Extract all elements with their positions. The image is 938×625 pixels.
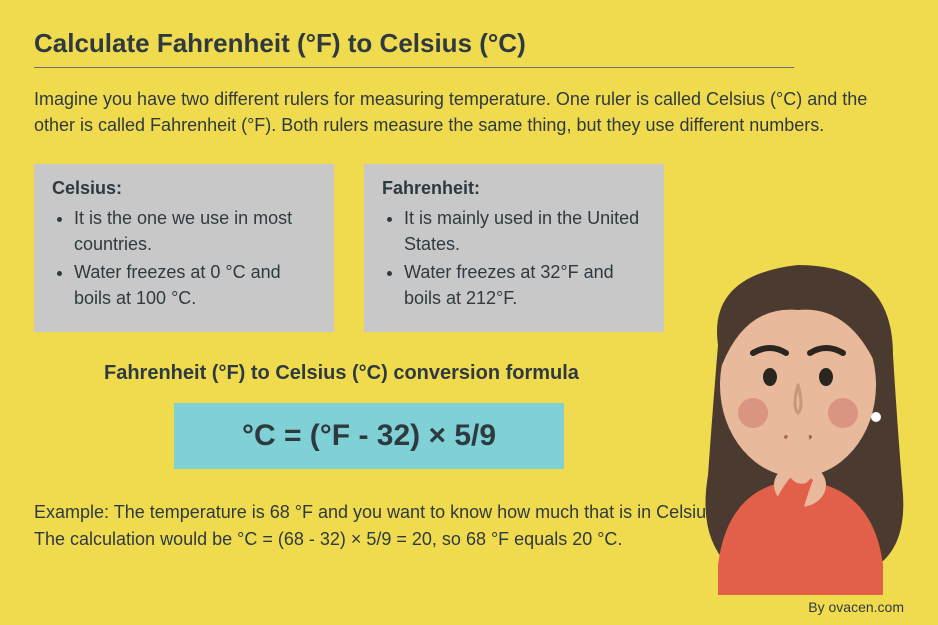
page: Calculate Fahrenheit (°F) to Celsius (°C… [0,0,938,625]
fahrenheit-box: Fahrenheit: It is mainly used in the Uni… [364,164,664,331]
cheek-left [738,398,768,428]
page-title: Calculate Fahrenheit (°F) to Celsius (°C… [34,28,794,68]
intro-text: Imagine you have two different rulers fo… [34,86,904,138]
cheek-right [828,398,858,428]
celsius-box: Celsius: It is the one we use in most co… [34,164,334,331]
fahrenheit-point: It is mainly used in the United States. [404,205,646,257]
eye-right [819,368,833,386]
thinking-woman-illustration [658,235,938,595]
celsius-heading: Celsius: [52,178,316,199]
earring-icon [871,412,881,422]
formula-box: °C = (°F - 32) × 5/9 [174,403,564,469]
eye-left [763,368,777,386]
example-text: Example: The temperature is 68 °F and yo… [34,499,734,553]
fahrenheit-point: Water freezes at 32°F and boils at 212°F… [404,259,646,311]
celsius-point: It is the one we use in most countries. [74,205,316,257]
fahrenheit-heading: Fahrenheit: [382,178,646,199]
attribution-text: By ovacen.com [808,599,904,615]
celsius-point: Water freezes at 0 °C and boils at 100 °… [74,259,316,311]
fahrenheit-list: It is mainly used in the United States. … [382,205,646,311]
celsius-list: It is the one we use in most countries. … [52,205,316,311]
